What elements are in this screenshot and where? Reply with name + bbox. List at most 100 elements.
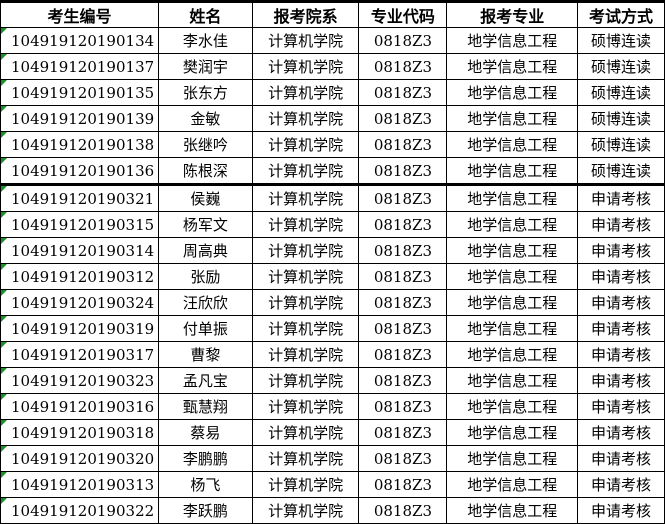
cell-exam-method[interactable]: 申请考核: [577, 211, 665, 238]
cell-major-code[interactable]: 0818Z3: [358, 79, 448, 106]
header-department[interactable]: 报考院系: [251, 0, 360, 28]
cell-exam-method[interactable]: 申请考核: [577, 445, 665, 472]
cell-department[interactable]: 计算机学院: [251, 105, 360, 132]
cell-department[interactable]: 计算机学院: [251, 367, 360, 394]
header-major-code[interactable]: 专业代码: [358, 0, 448, 28]
cell-major-code[interactable]: 0818Z3: [358, 263, 448, 290]
cell-department[interactable]: 计算机学院: [251, 341, 360, 368]
cell-department[interactable]: 计算机学院: [251, 393, 360, 420]
cell-exam-method[interactable]: 申请考核: [577, 289, 665, 316]
cell-major-code[interactable]: 0818Z3: [358, 471, 448, 498]
cell-major[interactable]: 地学信息工程: [446, 105, 579, 132]
cell-exam-method[interactable]: 申请考核: [577, 315, 665, 342]
cell-exam-id[interactable]: 104919120190313: [0, 471, 159, 498]
cell-exam-id[interactable]: 104919120190135: [0, 79, 159, 106]
cell-exam-method[interactable]: 申请考核: [577, 184, 665, 212]
cell-exam-method[interactable]: 硕博连读: [577, 131, 665, 158]
cell-major-code[interactable]: 0818Z3: [358, 315, 448, 342]
cell-department[interactable]: 计算机学院: [251, 157, 360, 186]
cell-exam-id[interactable]: 104919120190139: [0, 105, 159, 132]
cell-major-code[interactable]: 0818Z3: [358, 393, 448, 420]
cell-department[interactable]: 计算机学院: [251, 315, 360, 342]
cell-exam-method[interactable]: 申请考核: [577, 393, 665, 420]
cell-exam-id[interactable]: 104919120190318: [0, 419, 159, 446]
cell-exam-id[interactable]: 104919120190324: [0, 289, 159, 316]
cell-exam-method[interactable]: 申请考核: [577, 471, 665, 498]
cell-major-code[interactable]: 0818Z3: [358, 445, 448, 472]
cell-major[interactable]: 地学信息工程: [446, 157, 579, 186]
cell-exam-id[interactable]: 104919120190317: [0, 341, 159, 368]
cell-exam-id[interactable]: 104919120190134: [0, 27, 159, 54]
cell-name[interactable]: 侯巍: [157, 184, 253, 212]
header-name[interactable]: 姓名: [157, 0, 253, 28]
header-exam-id[interactable]: 考生编号: [0, 0, 159, 28]
cell-name[interactable]: 李水佳: [157, 27, 253, 54]
cell-exam-id[interactable]: 104919120190314: [0, 237, 159, 264]
cell-major[interactable]: 地学信息工程: [446, 131, 579, 158]
cell-major-code[interactable]: 0818Z3: [358, 237, 448, 264]
cell-major[interactable]: 地学信息工程: [446, 79, 579, 106]
cell-department[interactable]: 计算机学院: [251, 263, 360, 290]
cell-name[interactable]: 张励: [157, 263, 253, 290]
cell-department[interactable]: 计算机学院: [251, 419, 360, 446]
cell-exam-method[interactable]: 申请考核: [577, 419, 665, 446]
cell-department[interactable]: 计算机学院: [251, 53, 360, 80]
cell-major[interactable]: 地学信息工程: [446, 341, 579, 368]
cell-major-code[interactable]: 0818Z3: [358, 211, 448, 238]
cell-name[interactable]: 孟凡宝: [157, 367, 253, 394]
cell-department[interactable]: 计算机学院: [251, 211, 360, 238]
cell-major[interactable]: 地学信息工程: [446, 237, 579, 264]
cell-department[interactable]: 计算机学院: [251, 79, 360, 106]
cell-exam-id[interactable]: 104919120190312: [0, 263, 159, 290]
cell-exam-id[interactable]: 104919120190319: [0, 315, 159, 342]
cell-exam-id[interactable]: 104919120190323: [0, 367, 159, 394]
cell-exam-id[interactable]: 104919120190320: [0, 445, 159, 472]
cell-department[interactable]: 计算机学院: [251, 471, 360, 498]
cell-name[interactable]: 汪欣欣: [157, 289, 253, 316]
cell-major[interactable]: 地学信息工程: [446, 367, 579, 394]
cell-major[interactable]: 地学信息工程: [446, 419, 579, 446]
cell-exam-method[interactable]: 申请考核: [577, 263, 665, 290]
header-exam-method[interactable]: 考试方式: [577, 0, 665, 28]
cell-major-code[interactable]: 0818Z3: [358, 367, 448, 394]
cell-name[interactable]: 付单振: [157, 315, 253, 342]
cell-major[interactable]: 地学信息工程: [446, 53, 579, 80]
cell-major-code[interactable]: 0818Z3: [358, 157, 448, 186]
cell-name[interactable]: 张东方: [157, 79, 253, 106]
cell-major-code[interactable]: 0818Z3: [358, 53, 448, 80]
cell-major[interactable]: 地学信息工程: [446, 211, 579, 238]
cell-major-code[interactable]: 0818Z3: [358, 341, 448, 368]
cell-major[interactable]: 地学信息工程: [446, 289, 579, 316]
cell-major-code[interactable]: 0818Z3: [358, 27, 448, 54]
cell-exam-method[interactable]: 硕博连读: [577, 79, 665, 106]
cell-exam-id[interactable]: 104919120190321: [0, 184, 159, 212]
cell-major[interactable]: 地学信息工程: [446, 445, 579, 472]
cell-exam-method[interactable]: 申请考核: [577, 237, 665, 264]
cell-major[interactable]: 地学信息工程: [446, 393, 579, 420]
cell-major[interactable]: 地学信息工程: [446, 27, 579, 54]
cell-exam-id[interactable]: 104919120190315: [0, 211, 159, 238]
cell-major[interactable]: 地学信息工程: [446, 184, 579, 212]
cell-major-code[interactable]: 0818Z3: [358, 105, 448, 132]
cell-department[interactable]: 计算机学院: [251, 131, 360, 158]
cell-exam-method[interactable]: 硕博连读: [577, 53, 665, 80]
cell-name[interactable]: 李鹏鹏: [157, 445, 253, 472]
cell-exam-method[interactable]: 硕博连读: [577, 157, 665, 186]
cell-major[interactable]: 地学信息工程: [446, 315, 579, 342]
header-major[interactable]: 报考专业: [446, 0, 579, 28]
cell-major[interactable]: 地学信息工程: [446, 471, 579, 498]
cell-department[interactable]: 计算机学院: [251, 184, 360, 212]
cell-major-code[interactable]: 0818Z3: [358, 419, 448, 446]
cell-name[interactable]: 陈根深: [157, 157, 253, 186]
cell-name[interactable]: 周高典: [157, 237, 253, 264]
cell-name[interactable]: 杨军文: [157, 211, 253, 238]
cell-major-code[interactable]: 0818Z3: [358, 184, 448, 212]
cell-name[interactable]: 樊润宇: [157, 53, 253, 80]
cell-department[interactable]: 计算机学院: [251, 237, 360, 264]
cell-name[interactable]: 甄慧翔: [157, 393, 253, 420]
cell-exam-id[interactable]: 104919120190138: [0, 131, 159, 158]
cell-major-code[interactable]: 0818Z3: [358, 289, 448, 316]
cell-department[interactable]: 计算机学院: [251, 289, 360, 316]
cell-name[interactable]: 蔡易: [157, 419, 253, 446]
cell-exam-method[interactable]: 申请考核: [577, 367, 665, 394]
